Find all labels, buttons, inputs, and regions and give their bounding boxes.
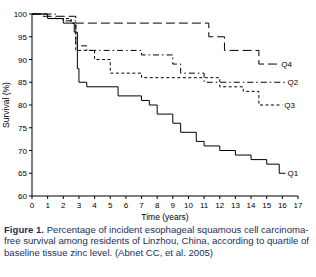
y-axis-title: Survival (%) [1, 82, 11, 128]
y-tick-label: 75 [18, 124, 27, 133]
y-tick-label: 70 [18, 147, 27, 156]
x-tick [78, 196, 79, 199]
x-tick [266, 196, 267, 199]
x-tick-label: 17 [294, 201, 303, 210]
x-axis [32, 196, 298, 197]
x-tick-label: 16 [278, 201, 287, 210]
y-tick-label: 80 [18, 101, 27, 110]
series-label: Q3 [284, 101, 295, 110]
x-tick [219, 196, 220, 199]
x-tick [188, 196, 189, 199]
y-tick-label: 85 [18, 78, 27, 87]
y-tick-label: 100 [14, 10, 28, 19]
x-tick [235, 196, 236, 199]
y-tick-label: 90 [18, 56, 27, 65]
x-tick [204, 196, 205, 199]
survival-line [32, 14, 282, 105]
x-tick-label: 7 [139, 201, 144, 210]
x-tick [141, 196, 142, 199]
survival-line [32, 14, 285, 173]
x-tick [298, 196, 299, 199]
x-tick-label: 2 [61, 201, 66, 210]
caption-label: Figure 1. [4, 224, 44, 235]
series-label: Q4 [281, 60, 292, 69]
y-tick [29, 173, 32, 174]
x-axis-title: Time (years) [141, 212, 189, 222]
y-tick [29, 150, 32, 151]
x-tick-label: 3 [77, 201, 82, 210]
x-tick [110, 196, 111, 199]
x-tick-label: 12 [215, 201, 224, 210]
survival-line [32, 14, 279, 64]
x-tick [157, 196, 158, 199]
x-tick-label: 13 [231, 201, 240, 210]
x-tick-label: 15 [262, 201, 271, 210]
x-tick [251, 196, 252, 199]
x-tick [63, 196, 64, 199]
y-tick [29, 36, 32, 37]
series-label: Q2 [287, 78, 298, 87]
survival-line [32, 14, 285, 82]
x-tick [172, 196, 173, 199]
x-tick [282, 196, 283, 199]
y-tick [29, 105, 32, 106]
x-tick [32, 196, 33, 199]
x-tick-label: 8 [155, 201, 160, 210]
x-tick-label: 6 [124, 201, 129, 210]
x-tick-label: 0 [30, 201, 35, 210]
caption-text: Percentage of incident esophageal squamo… [4, 224, 309, 258]
chart: 6065707580859095100012345678910111213141… [0, 0, 316, 224]
y-tick [29, 14, 32, 15]
x-tick-label: 11 [200, 201, 209, 210]
caption: Figure 1. Percentage of incident esophag… [4, 224, 310, 258]
x-tick-label: 10 [184, 201, 193, 210]
x-tick-label: 14 [247, 201, 256, 210]
x-tick [47, 196, 48, 199]
x-tick [94, 196, 95, 199]
y-tick-label: 95 [18, 33, 27, 42]
x-tick-label: 1 [45, 201, 50, 210]
x-tick-label: 4 [92, 201, 97, 210]
y-tick [29, 82, 32, 83]
x-tick-label: 9 [171, 201, 176, 210]
x-tick-label: 5 [108, 201, 113, 210]
y-tick-label: 60 [18, 192, 27, 201]
plot-area [32, 14, 285, 173]
series-label: Q1 [287, 169, 298, 178]
y-tick [29, 59, 32, 60]
y-tick-label: 65 [18, 169, 27, 178]
y-tick [29, 127, 32, 128]
x-tick [125, 196, 126, 199]
